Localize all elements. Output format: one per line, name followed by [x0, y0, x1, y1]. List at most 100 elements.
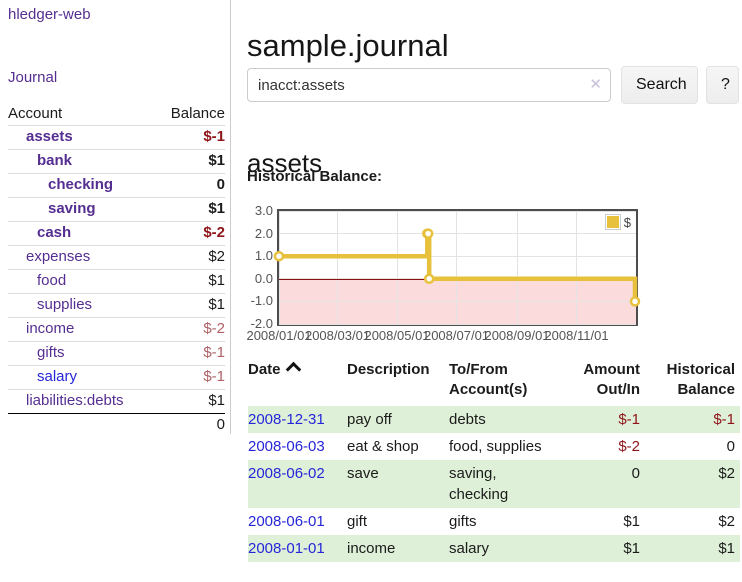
y-axis-tick-label: -1.0	[250, 293, 273, 309]
account-row: saving $1	[8, 197, 225, 222]
app-title-link[interactable]: hledger-web	[8, 6, 91, 23]
data-point-marker	[423, 273, 435, 285]
date-header-label: Date	[248, 361, 281, 378]
date-column-header[interactable]: Date	[248, 358, 347, 406]
page-title: sample.journal	[247, 27, 449, 63]
account-balance: $1	[208, 200, 225, 217]
transaction-amount: 0	[631, 465, 640, 482]
x-axis-tick-label: 2008/09/01	[484, 328, 550, 343]
amount-header-line1: Amount	[583, 361, 640, 378]
accounts-column-header: To/From Account(s)	[449, 358, 561, 406]
account-link[interactable]: income	[26, 320, 75, 337]
accounts-header-line2: Account(s)	[449, 381, 528, 398]
transaction-date-link[interactable]: 2008-06-03	[248, 438, 325, 455]
balance-header-line2: Balance	[677, 381, 735, 398]
amount-column-header: Amount Out/In	[561, 358, 640, 406]
transaction-balance: 0	[726, 438, 735, 455]
transaction-row: 2008-01-01 income salary $1 $1	[248, 535, 740, 562]
transaction-balance: $2	[718, 513, 735, 530]
transaction-amount: $-1	[618, 411, 640, 428]
account-balance: $-2	[203, 320, 225, 337]
account-heading: assets	[247, 147, 323, 178]
transaction-description: gift	[347, 513, 368, 530]
account-link[interactable]: liabilities:debts	[26, 392, 124, 409]
search-button[interactable]: Search	[621, 66, 698, 104]
chart-legend: $	[604, 214, 631, 230]
account-row: expenses $2	[8, 245, 225, 270]
account-balance: $1	[208, 392, 225, 409]
transaction-description: save	[347, 465, 379, 482]
legend-swatch	[604, 214, 621, 230]
balance-column-header: Historical Balance	[640, 358, 740, 406]
transaction-accounts: food, supplies	[449, 438, 542, 455]
transaction-date-link[interactable]: 2008-01-01	[248, 540, 325, 557]
sidebar-item-journal[interactable]: Journal	[8, 69, 58, 86]
data-point-marker	[273, 250, 285, 262]
y-axis-tick-label: 1.0	[254, 248, 273, 264]
transaction-amount: $-2	[618, 438, 640, 455]
account-balance: $1	[208, 272, 225, 289]
main-content: sample.journal ✕ Search ? assets Histori…	[246, 0, 742, 582]
sidebar: hledger-web Journal Account Balance asse…	[0, 0, 231, 437]
data-point-marker	[422, 228, 434, 239]
y-axis-tick-label: 0.0	[254, 270, 273, 286]
account-row: bank $1	[8, 149, 225, 174]
help-button[interactable]: ?	[706, 66, 739, 104]
register-table: Date Description To/From Account(s) Amou…	[248, 358, 740, 562]
historical-balance-chart: $ 3.0 2.0 1.0 0.0 -1.0 -2.0 2008/01/01 2008/03…	[246, 202, 742, 344]
account-link[interactable]: assets	[26, 128, 73, 145]
account-link[interactable]: supplies	[37, 296, 93, 313]
account-link[interactable]: salary	[37, 368, 78, 385]
legend-label: $	[623, 214, 631, 230]
clear-search-icon[interactable]: ✕	[589, 76, 602, 93]
account-row: supplies $1	[8, 293, 225, 318]
total-balance: 0	[216, 416, 225, 433]
account-link[interactable]: gifts	[37, 344, 65, 361]
account-balance: $-1	[203, 368, 225, 385]
chart-plot-area: $	[273, 209, 641, 326]
balance-header-line1: Historical	[666, 361, 735, 378]
account-link[interactable]: expenses	[26, 248, 91, 265]
transaction-date-link[interactable]: 2008-12-31	[248, 411, 325, 428]
transaction-date-link[interactable]: 2008-06-02	[248, 465, 325, 482]
y-axis-tick-label: -2.0	[250, 316, 273, 331]
balance-step-line	[273, 228, 641, 307]
amount-header-line2: Out/In	[596, 381, 640, 398]
account-link[interactable]: bank	[37, 152, 73, 169]
transaction-accounts: salary	[449, 540, 490, 557]
x-axis-tick-label: 2008/07/01	[423, 328, 490, 343]
transaction-accounts: debts	[449, 411, 486, 428]
transaction-amount: $1	[623, 513, 640, 530]
account-row: gifts $-1	[8, 341, 225, 366]
register-table-header: Date Description To/From Account(s) Amou…	[248, 358, 740, 406]
transaction-description: income	[347, 540, 396, 557]
account-balance: $-2	[203, 224, 225, 241]
account-link[interactable]: saving	[48, 200, 96, 217]
transaction-balance: $-1	[713, 411, 735, 428]
account-link[interactable]: food	[37, 272, 67, 289]
transaction-amount: $1	[623, 540, 640, 557]
y-axis-tick-label: 2.0	[254, 225, 273, 241]
account-row: food $1	[8, 269, 225, 294]
account-row: cash $-2	[8, 221, 225, 246]
y-axis-tick-label: 3.0	[254, 203, 273, 218]
description-column-header: Description	[347, 361, 430, 378]
account-link[interactable]: checking	[48, 176, 114, 193]
search-input[interactable]	[247, 68, 611, 102]
account-link[interactable]: cash	[37, 224, 72, 241]
account-row: income $-2	[8, 317, 225, 342]
account-balance: $1	[208, 152, 225, 169]
account-table-header: Account Balance	[8, 103, 225, 126]
balance-column-header: Balance	[170, 105, 225, 122]
transaction-description: pay off	[347, 411, 392, 428]
account-balance: $2	[208, 248, 225, 265]
account-balance: $1	[208, 296, 225, 313]
x-axis-tick-label: 2008/03/01	[304, 328, 371, 343]
account-column-header: Account	[8, 105, 63, 122]
transaction-date-link[interactable]: 2008-06-01	[248, 513, 325, 530]
data-point-marker	[629, 296, 641, 307]
account-row: salary $-1	[8, 365, 225, 390]
account-balance: $-1	[203, 344, 225, 361]
accounts-header-line1: To/From	[449, 361, 508, 378]
account-total-row: 0	[8, 413, 225, 437]
